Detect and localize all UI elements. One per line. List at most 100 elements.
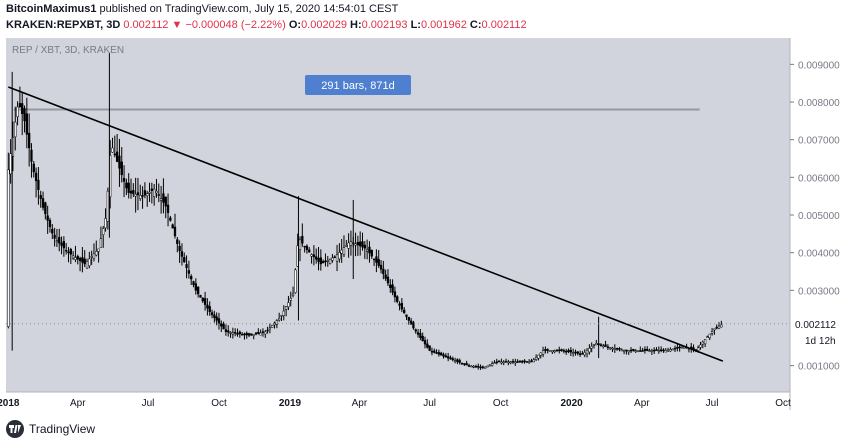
x-tick-label: Apr	[634, 398, 650, 409]
candle-body	[206, 304, 209, 309]
y-tick-label: 0.007000	[798, 136, 840, 147]
candle-body	[227, 330, 230, 333]
candle-body	[69, 248, 72, 255]
candle-body	[699, 344, 702, 348]
candle-body	[76, 256, 79, 260]
price-change: −0.000048 (−2.22%)	[185, 19, 286, 31]
candle-body	[715, 326, 718, 329]
candle-body	[271, 325, 274, 328]
candle-body	[701, 341, 704, 345]
candle-body	[523, 360, 526, 363]
candle-body	[359, 241, 362, 247]
y-tick-label: 0.001000	[798, 362, 840, 373]
candle-body	[544, 349, 547, 351]
author-name[interactable]: BitcoinMaximus1	[6, 3, 97, 15]
candle-body	[646, 348, 649, 351]
candle-body	[180, 251, 184, 257]
candle-body	[37, 179, 40, 190]
candle-body	[247, 333, 251, 336]
candle-body	[102, 228, 105, 236]
candle-body	[447, 356, 450, 359]
candle-body	[421, 335, 424, 342]
candle-body	[629, 349, 633, 352]
candle-body	[305, 245, 309, 250]
candle-body	[238, 331, 241, 335]
candle-body	[433, 350, 436, 353]
candle-body	[245, 333, 248, 336]
candle-body	[657, 350, 660, 352]
candle-body	[407, 317, 410, 321]
symbol-label[interactable]: KRAKEN:REPXBT, 3D	[6, 19, 121, 31]
candle-body	[710, 331, 714, 334]
high-label: H:	[350, 19, 362, 31]
candle-body	[530, 360, 533, 363]
candle-body	[627, 350, 630, 353]
candle-body	[201, 297, 204, 302]
candle-body	[585, 350, 589, 355]
candle-body	[41, 198, 45, 208]
candle-body	[377, 259, 380, 266]
candle-body	[495, 361, 498, 364]
candle-body	[345, 245, 348, 247]
candle-body	[222, 323, 225, 330]
low-value: 0.001962	[420, 19, 467, 31]
x-tick-label: Oct	[775, 398, 791, 409]
candle-body	[676, 347, 679, 349]
candle-body	[703, 339, 707, 345]
candle-body	[159, 198, 163, 201]
x-tick-label: 2018	[0, 398, 20, 409]
candle-body	[264, 331, 267, 335]
candle-body	[562, 350, 566, 352]
y-tick-label: 0.004000	[798, 249, 840, 260]
candle-body	[173, 226, 177, 237]
candle-body	[555, 349, 559, 352]
candle-body	[669, 349, 672, 352]
candle-body	[509, 361, 512, 364]
candle-body	[664, 350, 667, 353]
candle-body	[97, 248, 100, 252]
candle-body	[335, 254, 339, 262]
candle-body	[516, 361, 519, 363]
candle-body	[27, 132, 31, 149]
y-tick-label: 0.006000	[798, 173, 840, 184]
candle-body	[453, 360, 457, 362]
candle-body	[442, 354, 445, 357]
candle-body	[129, 190, 133, 194]
candle-body	[127, 182, 130, 193]
candle-body	[419, 333, 422, 338]
candle-body	[60, 242, 63, 246]
candle-body	[372, 258, 376, 261]
candle-body	[150, 188, 153, 191]
candle-body	[435, 352, 438, 354]
candle-body	[444, 355, 447, 358]
candle-body	[375, 256, 378, 263]
candle-body	[430, 350, 434, 353]
candle-body	[467, 365, 471, 367]
tradingview-brand: TradingView	[29, 422, 96, 436]
candle-body	[51, 228, 54, 234]
candle-body	[613, 348, 616, 350]
candle-body	[528, 361, 531, 364]
candle-body	[553, 350, 556, 353]
candle-body	[78, 258, 82, 261]
x-tick-label: 2020	[560, 398, 583, 409]
candle-body	[176, 239, 179, 244]
candle-body	[331, 257, 334, 261]
tradingview-logo[interactable]: TradingView	[6, 420, 95, 438]
candle-body	[609, 347, 612, 349]
candle-body	[403, 309, 406, 314]
candle-body	[48, 219, 52, 228]
candle-body	[576, 351, 579, 354]
candle-body	[240, 333, 244, 336]
candle-body	[187, 270, 191, 274]
candle-body	[574, 351, 577, 354]
measure-label: 291 bars, 871d	[305, 75, 411, 95]
candle-body	[231, 332, 235, 335]
candle-body	[317, 257, 320, 262]
candle-body	[67, 251, 70, 254]
candle-body	[639, 350, 642, 352]
close-value: 0.002112	[481, 19, 527, 31]
candle-body	[521, 361, 524, 363]
x-tick-label: Oct	[493, 398, 509, 409]
